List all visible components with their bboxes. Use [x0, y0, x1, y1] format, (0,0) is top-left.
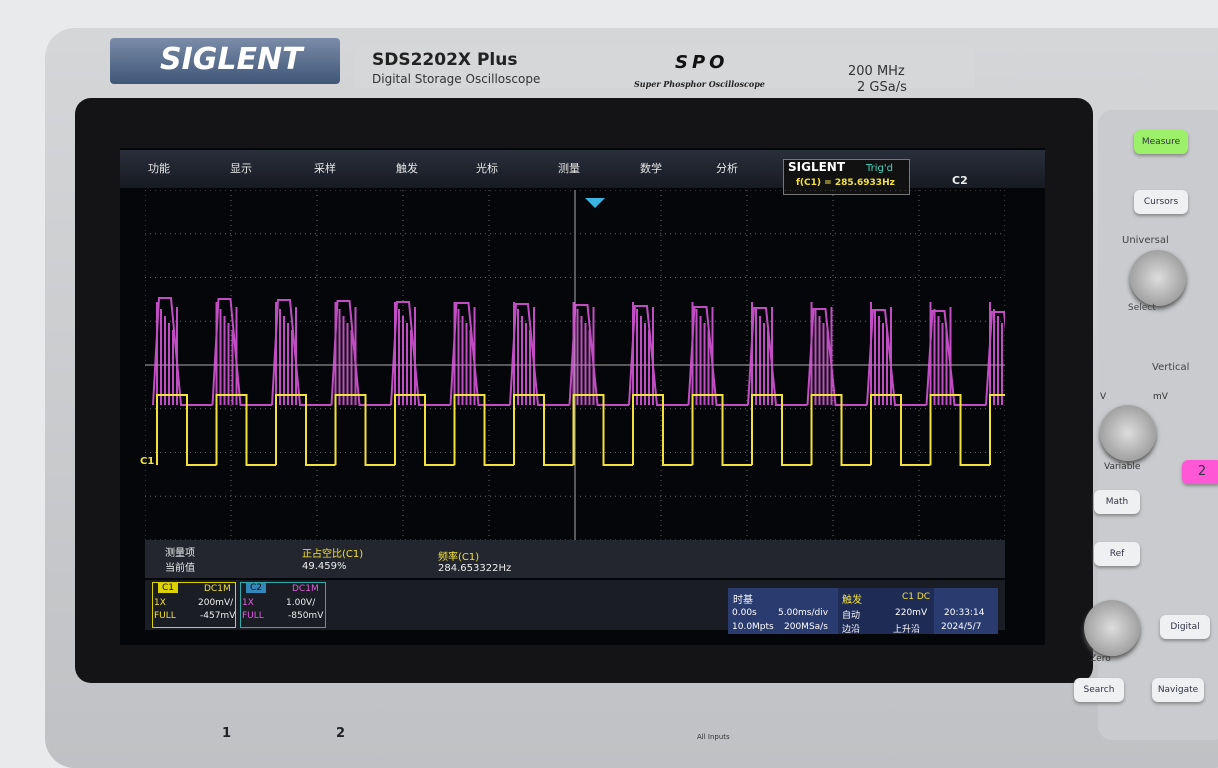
knob[interactable]: [1084, 600, 1140, 656]
menu-item[interactable]: 显示: [230, 160, 252, 176]
menu-item[interactable]: 分析: [716, 160, 738, 176]
trigger-level: 220mV: [895, 608, 927, 618]
trigger-slope: 上升沿: [893, 622, 920, 635]
timebase-sample-rate: 200MSa/s: [784, 622, 828, 632]
timebase-delay: 0.00s: [732, 608, 757, 618]
panel-label: mV: [1153, 392, 1168, 402]
spo-logo: SPO: [675, 52, 728, 73]
channel-bandwidth: FULL: [242, 611, 264, 621]
c1-trace: [157, 395, 1005, 465]
channel-scale: 200mV/: [198, 598, 233, 608]
menu-item[interactable]: 功能: [148, 160, 170, 176]
menu-item[interactable]: 光标: [476, 160, 498, 176]
channel-bandwidth: FULL: [154, 611, 176, 621]
bandwidth: 200 MHz: [848, 64, 905, 79]
subtitle: Digital Storage Oscilloscope: [372, 72, 540, 86]
trigger-status: Trig'd: [866, 163, 893, 174]
panel-button[interactable]: Digital: [1160, 615, 1210, 639]
panel-label: Universal: [1122, 235, 1169, 246]
trigger-source: C1 DC: [902, 592, 930, 602]
trigger-title: 触发: [842, 591, 862, 606]
menu-item[interactable]: 数学: [640, 160, 662, 176]
trigger-mode: 自动: [842, 608, 860, 621]
menu-item[interactable]: 采样: [314, 160, 336, 176]
clock-time: 20:33:14: [944, 608, 984, 618]
c2-trace: [153, 298, 1005, 405]
panel-label: Select: [1128, 303, 1156, 313]
spo-text: Super Phosphor Oscilloscope: [634, 79, 765, 89]
menu-item[interactable]: 测量: [558, 160, 580, 176]
timebase-scale: 5.00ms/div: [778, 608, 828, 618]
timebase-title: 时基: [733, 591, 753, 606]
sample-rate: 2 GSa/s: [857, 80, 907, 95]
channel-offset: -457mV: [200, 611, 235, 621]
active-channel[interactable]: C2: [952, 174, 968, 187]
trigger-marker: [585, 198, 605, 208]
timebase-memory: 10.0Mpts: [732, 622, 774, 632]
measure-item-label: 测量项: [165, 544, 195, 559]
panel-button[interactable]: Math: [1094, 490, 1140, 514]
channel-name: C2: [246, 583, 266, 593]
measure-value: 49.459%: [302, 561, 347, 572]
channel-coupling: DC1M: [292, 584, 319, 594]
page: (() => { const data = JSON.parse(documen…: [0, 0, 1218, 745]
input-label: 1: [222, 726, 231, 741]
channel-coupling: DC1M: [204, 584, 231, 594]
channel-probe: 1X: [242, 598, 254, 608]
panel-button[interactable]: 2: [1182, 460, 1218, 484]
status-brand: SIGLENT: [788, 160, 845, 174]
channel-offset: -850mV: [288, 611, 323, 621]
panel-label: Zero: [1090, 654, 1111, 664]
panel-label: Vertical: [1152, 362, 1189, 373]
model: SDS2202X Plus: [372, 50, 517, 70]
input-label: 2: [336, 726, 345, 741]
panel-button[interactable]: Ref: [1094, 542, 1140, 566]
knob[interactable]: [1130, 250, 1186, 306]
panel-label: V: [1100, 392, 1106, 402]
input-label: All Inputs: [697, 733, 730, 741]
measure-value: 284.653322Hz: [438, 563, 511, 574]
panel-button[interactable]: Cursors: [1134, 190, 1188, 214]
trigger-type: 边沿: [842, 622, 860, 635]
menu-item[interactable]: 触发: [396, 160, 418, 176]
channel-probe: 1X: [154, 598, 166, 608]
measure-name: 频率(C1): [438, 548, 479, 563]
clock-date: 2024/5/7: [941, 622, 981, 632]
brand: SIGLENT: [160, 42, 303, 77]
panel-button[interactable]: Measure: [1134, 130, 1188, 154]
panel-label: Variable: [1104, 462, 1140, 472]
channel-name: C1: [158, 583, 178, 593]
measure-bar: [145, 540, 1005, 578]
channel-scale: 1.00V/: [286, 598, 315, 608]
knob[interactable]: [1100, 405, 1156, 461]
current-value-label: 当前值: [165, 559, 195, 574]
frequency-readout: f(C1) = 285.6933Hz: [796, 178, 895, 188]
c1-marker: C1: [140, 456, 154, 467]
measure-name: 正占空比(C1): [302, 545, 363, 560]
panel-button[interactable]: Navigate: [1152, 678, 1204, 702]
panel-button[interactable]: Search: [1074, 678, 1124, 702]
waveform-area: [145, 190, 1005, 540]
